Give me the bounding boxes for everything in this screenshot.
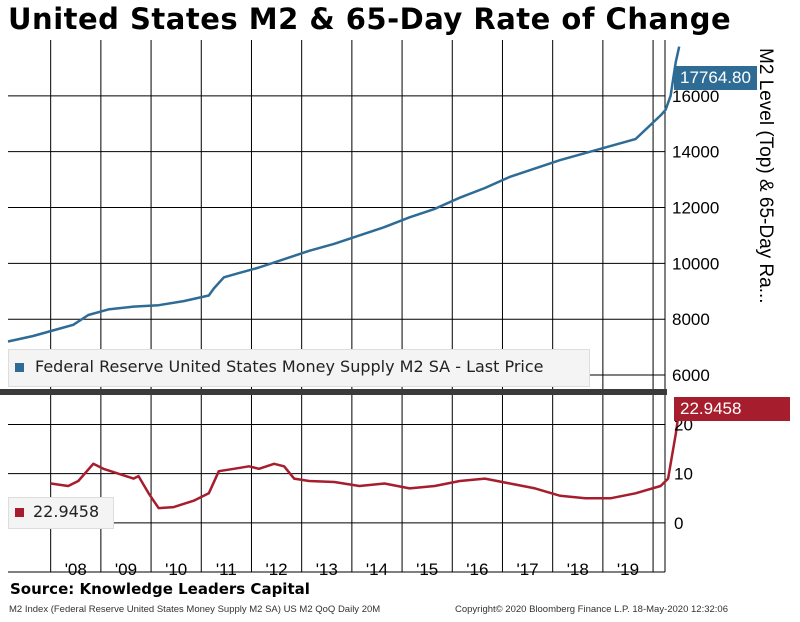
y-tick-label: 16000 bbox=[672, 87, 719, 106]
m2-legend-swatch bbox=[15, 363, 24, 372]
roc-legend-swatch bbox=[15, 508, 24, 517]
x-tick-label: '11 bbox=[216, 560, 237, 579]
y-tick-label: 8000 bbox=[672, 310, 710, 329]
y-tick-label: 6000 bbox=[672, 366, 710, 385]
roc-legend-label: 22.9458 bbox=[33, 502, 100, 521]
y-tick-label: 14000 bbox=[672, 143, 719, 162]
chart-title: United States M2 & 65-Day Rate of Change bbox=[8, 2, 732, 36]
top-legend: Federal Reserve United States Money Supp… bbox=[8, 349, 590, 387]
m2-legend-label: Federal Reserve United States Money Supp… bbox=[35, 357, 544, 376]
series-lines bbox=[7, 46, 681, 510]
panel-divider bbox=[0, 389, 667, 395]
x-tick-label: '15 bbox=[416, 560, 438, 579]
x-tick-label: '16 bbox=[466, 560, 488, 579]
y-tick-label: 10 bbox=[674, 465, 693, 484]
footer-left: M2 Index (Federal Reserve United States … bbox=[9, 604, 381, 615]
x-tick-label: '19 bbox=[617, 560, 639, 579]
y-tick-label: 12000 bbox=[672, 199, 719, 218]
x-tick-label: '18 bbox=[567, 560, 589, 579]
footer-right: Copyright© 2020 Bloomberg Finance L.P. 1… bbox=[455, 604, 728, 615]
x-tick-label: '14 bbox=[366, 560, 388, 579]
x-tick-label: '13 bbox=[316, 560, 338, 579]
y-tick-label: 10000 bbox=[672, 254, 719, 273]
roc-series-line bbox=[50, 409, 681, 510]
x-tick-label: '10 bbox=[165, 560, 187, 579]
y-axis-label: M2 Level (Top) & 65-Day Ra... bbox=[755, 48, 776, 304]
top-panel-gridlines bbox=[8, 95, 665, 376]
x-tick-labels: '08 '09 '10 '11 '12 '13 '14 '15 '16 '17 '18 '19 bbox=[65, 560, 639, 579]
bottom-legend: 22.9458 bbox=[8, 497, 114, 529]
x-tick-label: '17 bbox=[516, 560, 538, 579]
x-tick-label: '12 bbox=[265, 560, 287, 579]
y-tick-label: 0 bbox=[674, 514, 683, 533]
x-tick-label: '08 bbox=[65, 560, 87, 579]
roc-last-value-tag: 22.9458 bbox=[674, 397, 790, 421]
m2-series-line bbox=[7, 46, 681, 343]
m2-last-value-tag: 17764.80 bbox=[674, 66, 757, 90]
x-tick-label: '09 bbox=[115, 560, 137, 579]
source-note: Source: Knowledge Leaders Capital bbox=[10, 580, 310, 598]
